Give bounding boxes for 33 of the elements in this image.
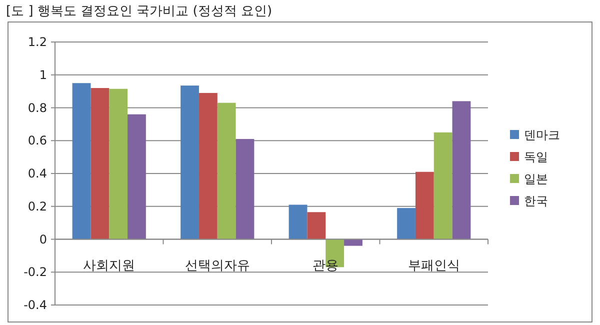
bar <box>72 83 91 240</box>
bar <box>344 239 362 246</box>
bar <box>307 212 326 240</box>
bar <box>128 114 146 240</box>
y-tick-label: 0.2 <box>28 199 47 214</box>
y-tick-label: -0.4 <box>24 298 47 312</box>
legend-label: 독일 <box>524 150 548 164</box>
x-tick-label: 선택의자유 <box>184 258 250 274</box>
chart-title: [도 ] 행복도 결정요인 국가비교 (정성적 요인) <box>6 4 272 19</box>
bar <box>415 172 434 240</box>
legend-label: 덴마크 <box>524 128 560 142</box>
legend-label: 한국 <box>524 194 548 208</box>
y-tick-label: 0.8 <box>28 100 47 115</box>
x-tick-label: 관용 <box>312 258 339 274</box>
y-tick-label: 0.4 <box>28 166 47 180</box>
bar <box>180 86 199 240</box>
legend-label: 일본 <box>524 172 548 186</box>
bar <box>397 208 416 240</box>
y-tick-label: 0 <box>39 232 47 246</box>
y-tick-label: 1.2 <box>28 35 47 49</box>
bar <box>452 101 471 240</box>
x-tick-label: 부패인식 <box>408 258 460 274</box>
y-tick-label: 1 <box>39 68 47 82</box>
y-tick-label: 0.6 <box>28 134 47 148</box>
bar <box>217 102 236 240</box>
x-tick-label: 사회지원 <box>83 258 136 274</box>
bar <box>90 88 110 240</box>
y-tick-label: -0.2 <box>24 265 47 280</box>
bar <box>109 88 128 240</box>
bar <box>288 204 308 240</box>
bar <box>236 138 254 240</box>
bar <box>198 92 218 240</box>
bar <box>434 132 452 240</box>
